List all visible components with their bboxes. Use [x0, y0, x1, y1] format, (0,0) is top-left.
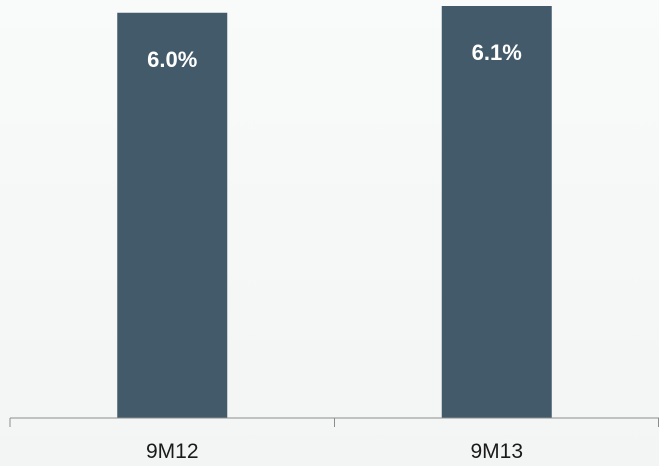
bar-9m12	[117, 12, 228, 419]
bars-layer	[117, 6, 552, 419]
x-tick-label-9m13: 9M13	[470, 440, 523, 463]
labels-layer: 6.0% 9M12 6.1% 9M13	[146, 40, 523, 463]
x-axis	[9, 417, 659, 427]
bar-9m13	[441, 6, 552, 418]
x-tick-label-9m12: 9M12	[146, 440, 199, 463]
data-label-9m12: 6.0%	[147, 47, 197, 72]
data-label-9m13: 6.1%	[472, 40, 522, 65]
